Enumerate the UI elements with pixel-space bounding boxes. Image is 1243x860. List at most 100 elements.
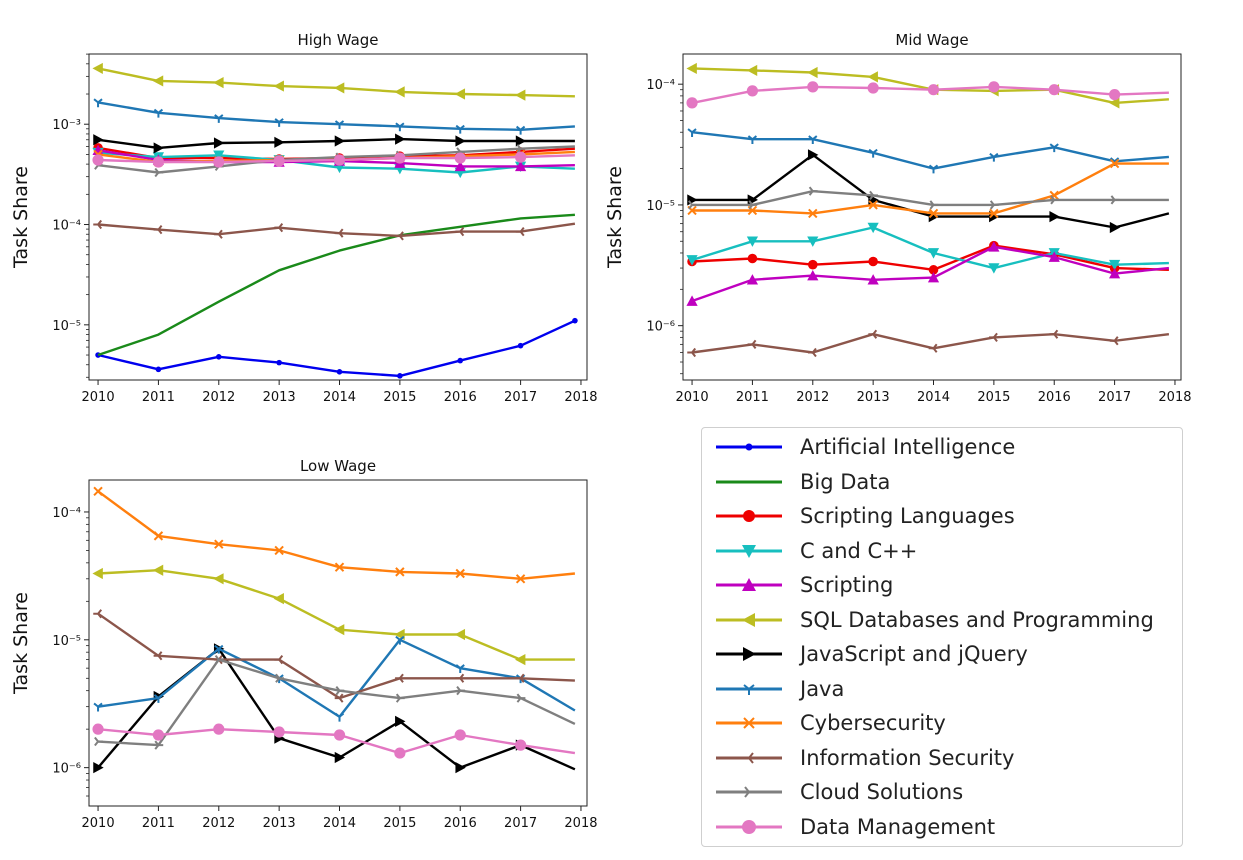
data-point-cloud-solutions (869, 190, 878, 200)
data-point-scripting-languages (928, 265, 939, 275)
data-point-javascript-and-jquery (93, 762, 104, 774)
data-point-javascript-and-jquery (807, 149, 819, 161)
y-tick-label: 10⁻³ (52, 118, 81, 133)
data-point-information-security (515, 226, 525, 237)
data-point-cloud-solutions (456, 686, 466, 696)
legend-label: Cloud Solutions (800, 780, 964, 804)
x-tick-label: 2012 (796, 390, 829, 405)
data-point-sql-databases-and-programming (454, 88, 466, 100)
data-point-scripting (807, 269, 819, 281)
data-point-information-security (395, 231, 404, 241)
data-point-information-security (93, 219, 103, 230)
legend-label: Information Security (800, 745, 1015, 770)
data-point-sql-databases-and-programming (746, 64, 758, 77)
data-point-c-and-c- (686, 255, 698, 266)
x-tick-label: 2014 (323, 390, 356, 405)
data-point-java (395, 122, 405, 132)
data-point-data-management (807, 81, 819, 93)
data-point-information-security (747, 339, 757, 349)
data-point-cybersecurity (274, 545, 284, 556)
chart-title: High Wage (297, 31, 378, 49)
data-point-sql-databases-and-programming (152, 564, 164, 576)
legend-item: SQL Databases and Programming (714, 605, 1154, 635)
data-point-sql-databases-and-programming (686, 62, 697, 75)
legend-item: Artificial Intelligence (714, 432, 1015, 462)
data-point-javascript-and-jquery (1049, 211, 1060, 223)
data-point-scripting-languages (868, 256, 878, 267)
data-point-data-management (454, 152, 466, 164)
data-point-sql-databases-and-programming (273, 80, 284, 92)
data-point-cloud-solutions (275, 673, 284, 683)
legend-item: Scripting (714, 570, 893, 600)
data-point-scripting (686, 295, 698, 306)
y-tick-label: 10⁻⁶ (646, 320, 675, 335)
data-point-cloud-solutions (154, 740, 164, 750)
series-line-scripting (691, 245, 1170, 303)
data-point-information-security (515, 673, 525, 683)
data-point-javascript-and-jquery (455, 135, 466, 147)
data-point-sql-databases-and-programming (515, 654, 526, 666)
data-point-java (93, 702, 103, 712)
series-line-information-security (97, 612, 575, 700)
data-point-java (808, 135, 818, 145)
series-line-sql-databases-and-programming (98, 569, 575, 661)
data-point-information-security (334, 693, 344, 703)
data-point-information-security (455, 673, 465, 683)
data-point-information-security (334, 228, 344, 238)
data-point-java (928, 164, 939, 174)
x-tick-label: 2016 (444, 816, 477, 831)
data-point-java (214, 644, 224, 654)
legend: Artificial Intelligence Big Data Scripti… (701, 427, 1183, 847)
legend-marker-icon (745, 443, 753, 451)
data-point-c-and-c- (746, 236, 759, 247)
data-point-cybersecurity (395, 567, 405, 577)
data-point-sql-databases-and-programming (515, 89, 526, 101)
legend-item: Data Management (714, 812, 995, 842)
legend-swatch-java (716, 683, 782, 695)
data-point-cloud-solutions (214, 654, 224, 665)
data-point-data-management (454, 729, 466, 741)
data-point-information-security (153, 224, 163, 235)
data-point-data-management (515, 739, 527, 751)
series-line-big-data (97, 213, 575, 357)
data-point-cloud-solutions (748, 200, 758, 210)
legend-swatch-scripting (716, 578, 782, 591)
data-point-cybersecurity (334, 562, 345, 572)
data-point-data-management (213, 723, 225, 735)
data-point-cloud-solutions (989, 200, 999, 210)
data-point-information-security (274, 223, 284, 233)
x-tick-label: 2018 (564, 816, 597, 831)
series-line-cloud-solutions (692, 190, 1169, 207)
legend-swatch-ai (716, 443, 782, 451)
data-point-artificial-intelligence (517, 342, 524, 349)
legend-label: Cybersecurity (800, 711, 946, 735)
series-line-information-security (691, 333, 1170, 354)
x-tick-label: 2018 (564, 390, 597, 405)
series-line-cybersecurity (97, 490, 576, 580)
series-line-sql-databases-and-programming (97, 67, 575, 98)
legend-label: SQL Databases and Programming (800, 607, 1154, 632)
data-point-java (989, 152, 999, 162)
legend-item: Big Data (714, 467, 890, 497)
data-point-data-management (394, 152, 406, 164)
legend-swatch-c-cpp (716, 544, 782, 558)
data-point-java (455, 124, 465, 134)
data-point-information-security (455, 226, 465, 237)
data-point-cybersecurity (153, 531, 164, 541)
data-point-sql-databases-and-programming (454, 628, 466, 641)
data-point-information-security (274, 654, 284, 665)
data-point-cloud-solutions (808, 186, 818, 196)
data-point-data-management (746, 85, 759, 97)
data-point-scripting (746, 274, 759, 285)
legend-item: Java (714, 674, 844, 704)
data-point-sql-databases-and-programming (213, 573, 224, 585)
x-tick-label: 2015 (383, 816, 416, 831)
series-line-javascript-and-jquery (97, 647, 576, 771)
data-point-sql-databases-and-programming (92, 62, 103, 75)
data-point-data-management (1048, 84, 1060, 96)
data-point-cybersecurity (515, 574, 526, 584)
y-axis-label: Task Share (604, 166, 626, 269)
x-tick-label: 2014 (323, 816, 356, 831)
legend-swatch-javascript (716, 647, 782, 661)
